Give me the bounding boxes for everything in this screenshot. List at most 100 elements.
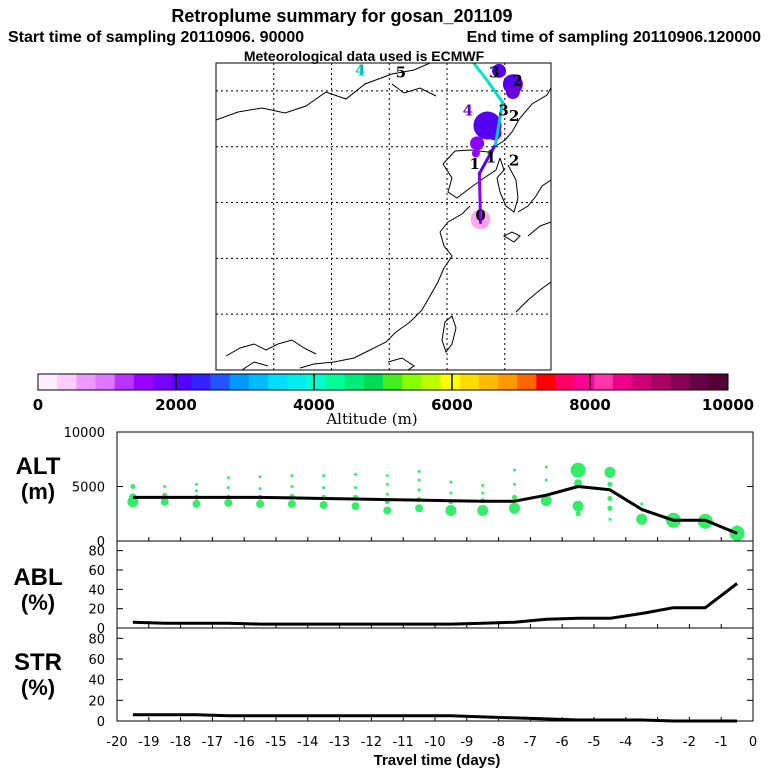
colorbar-cell: [632, 374, 652, 390]
day-label: 2: [509, 107, 519, 125]
altitude-point: [509, 502, 520, 514]
altitude-point: [417, 469, 421, 473]
x-tick-label: -7: [524, 735, 537, 750]
panel-label: STR: [14, 649, 62, 676]
altitude-point: [195, 482, 198, 486]
y-tick-label: 60: [88, 653, 105, 668]
trajectory-segment: [477, 142, 498, 176]
colorbar-cell: [268, 374, 288, 390]
altitude-point: [608, 517, 612, 521]
day-label: 4: [355, 61, 365, 79]
colorbar-cell: [38, 374, 58, 390]
colorbar-cell: [76, 374, 96, 390]
altitude-point: [163, 485, 167, 488]
panel-alt: ALT(m) 10000 5000 0: [16, 426, 754, 550]
colorbar-cell: [306, 374, 326, 390]
panel-unit-label: (m): [21, 479, 55, 504]
x-tick-label: -17: [202, 735, 223, 750]
altitude-point: [160, 497, 169, 506]
altitude-point: [417, 488, 421, 492]
colorbar-cell: [613, 374, 633, 390]
x-axis-label: Travel time (days): [374, 752, 501, 768]
altitude-point: [258, 487, 262, 491]
centroid-trajectory: [472, 63, 504, 225]
altitude-point: [385, 482, 389, 486]
altitude-point: [607, 481, 613, 487]
colorbar-cell: [402, 374, 422, 390]
altitude-point: [703, 514, 707, 518]
altitude-point: [322, 474, 326, 478]
day-label: 4: [463, 101, 473, 119]
day-label: 3: [498, 101, 508, 119]
altitude-point: [258, 475, 262, 479]
altitude-point: [195, 489, 198, 493]
altitude-point: [572, 500, 584, 512]
x-tick-label: -19: [138, 735, 159, 750]
x-tick-label: -10: [424, 735, 445, 750]
x-tick-label: -14: [297, 735, 318, 750]
colorbar-cell: [229, 374, 250, 390]
trajectory-segment: [477, 172, 483, 225]
colorbar-cell: [536, 374, 556, 390]
colorbar-cell: [363, 374, 384, 390]
altitude-point: [319, 501, 328, 510]
day-label: 0: [475, 206, 485, 224]
x-tick-label: -9: [460, 735, 473, 750]
x-tick-label: -1: [715, 735, 728, 750]
altitude-point: [513, 468, 516, 472]
colorbar-cell: [689, 374, 710, 390]
day-label: 1: [486, 148, 496, 166]
colorbar-cell: [133, 374, 154, 390]
x-tick-label: -16: [234, 735, 255, 750]
colorbar-cell: [325, 374, 346, 390]
panel-str: STR(%) 80 60 40 20 0: [14, 627, 754, 730]
colorbar-cell: [459, 374, 480, 390]
colorbar-cell: [114, 374, 135, 390]
colorbar-cell: [651, 374, 671, 390]
panel-unit-label: (%): [21, 675, 55, 700]
altitude-point: [449, 480, 453, 484]
x-axis: -20 -19 -18 -17 -16 -15 -14 -13 -12 -11 -10 -9 -8 -7-…: [106, 735, 757, 750]
plume-dot: [505, 85, 520, 100]
altitude-point: [130, 484, 136, 489]
x-tick-label: -6: [556, 735, 569, 750]
altitude-point: [449, 491, 453, 495]
figure-title: Retroplume summary for gosan_201109: [171, 6, 512, 26]
x-tick-label: -3: [651, 735, 664, 750]
altitude-point: [385, 492, 389, 496]
colorbar-cell: [440, 374, 461, 390]
colorbar-label: Altitude (m): [325, 410, 417, 428]
y-tick-label: 10000: [64, 426, 105, 441]
altitude-point: [640, 502, 644, 506]
altitude-point: [513, 482, 516, 486]
colorbar-cell: [498, 374, 518, 390]
altitude-point: [290, 474, 294, 478]
altitude-colorbar: 0 2000 4000 6000 8000 10000 Altitude (m): [33, 373, 754, 428]
altitude-point: [570, 462, 586, 478]
colorbar-tick-label: 10000: [702, 396, 754, 414]
day-label: 3: [489, 64, 499, 82]
panel-abl: ABL(%) 80 60 40 20 0: [13, 540, 754, 637]
x-tick-label: 0: [749, 735, 757, 750]
altitude-point: [512, 494, 517, 500]
altitude-point: [735, 525, 739, 529]
x-tick-label: -2: [683, 735, 696, 750]
altitude-point: [290, 485, 294, 488]
altitude-point: [540, 495, 552, 507]
altitude-point: [354, 486, 357, 490]
x-tick-label: -8: [492, 735, 505, 750]
y-tick-label: 0: [97, 715, 105, 730]
altitude-point: [417, 478, 421, 482]
y-tick-label: 80: [88, 632, 105, 647]
x-tick-label: -12: [361, 735, 382, 750]
plume-dot: [492, 63, 507, 78]
colorbar-cell: [421, 374, 441, 390]
altitude-point: [544, 465, 548, 469]
colorbar-cell: [210, 374, 231, 390]
altitude-point: [415, 504, 424, 513]
y-tick-label: 20: [88, 694, 105, 709]
colorbar-cell: [555, 374, 576, 390]
y-tick-label: 80: [88, 545, 105, 560]
